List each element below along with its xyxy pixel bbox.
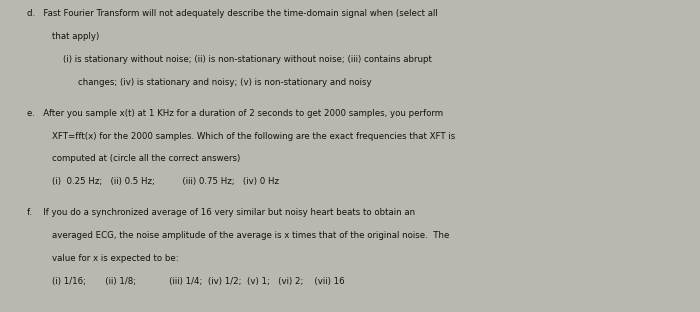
Text: averaged ECG, the noise amplitude of the average is x times that of the original: averaged ECG, the noise amplitude of the… (52, 231, 450, 240)
Text: e.   After you sample x(t) at 1 KHz for a duration of 2 seconds to get 2000 samp: e. After you sample x(t) at 1 KHz for a … (27, 109, 442, 118)
Text: (i)  0.25 Hz;   (ii) 0.5 Hz;          (iii) 0.75 Hz;   (iv) 0 Hz: (i) 0.25 Hz; (ii) 0.5 Hz; (iii) 0.75 Hz;… (52, 177, 279, 186)
Text: that apply): that apply) (52, 32, 99, 41)
Text: value for x is expected to be:: value for x is expected to be: (52, 254, 179, 263)
Text: (i) is stationary without noise; (ii) is non-stationary without noise; (iii) con: (i) is stationary without noise; (ii) is… (63, 55, 432, 64)
Text: f.    If you do a synchronized average of 16 very similar but noisy heart beats : f. If you do a synchronized average of 1… (27, 208, 414, 217)
Text: computed at (circle all the correct answers): computed at (circle all the correct answ… (52, 154, 241, 163)
Text: changes; (iv) is stationary and noisy; (v) is non-stationary and noisy: changes; (iv) is stationary and noisy; (… (78, 78, 372, 87)
Text: XFT=fft(x) for the 2000 samples. Which of the following are the exact frequencie: XFT=fft(x) for the 2000 samples. Which o… (52, 132, 456, 141)
Text: d.   Fast Fourier Transform will not adequately describe the time-domain signal : d. Fast Fourier Transform will not adequ… (27, 9, 438, 18)
Text: (i) 1/16;       (ii) 1/8;            (iii) 1/4;  (iv) 1/2;  (v) 1;   (vi) 2;    : (i) 1/16; (ii) 1/8; (iii) 1/4; (iv) 1/2;… (52, 277, 345, 286)
